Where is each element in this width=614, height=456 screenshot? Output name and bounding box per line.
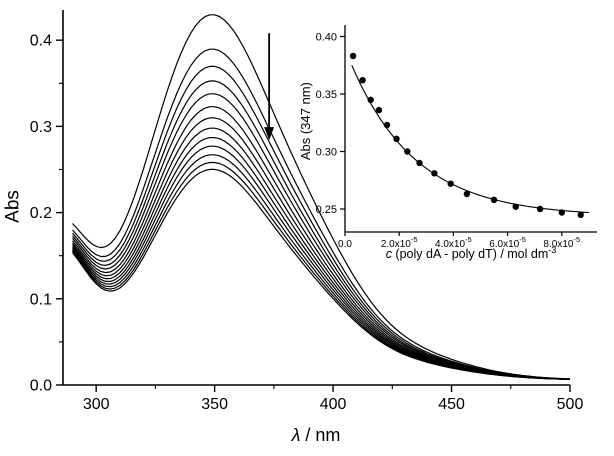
svg-text:0.0: 0.0 [30, 378, 52, 395]
inset-x-axis-text: (poly dA - poly dT) / mol dm [391, 247, 549, 262]
svg-text:300: 300 [83, 396, 110, 413]
svg-text:0.40: 0.40 [316, 32, 337, 44]
lambda-symbol: λ [291, 425, 301, 445]
inset-x-axis-exponent: -3 [548, 245, 557, 255]
svg-text:0.1: 0.1 [30, 291, 52, 308]
svg-text:0.25: 0.25 [316, 204, 337, 216]
main-x-axis-label: λ / nm [266, 425, 366, 446]
inset-y-axis-label: Abs (347 nm) [297, 82, 313, 161]
main-y-axis-label: Abs [2, 190, 24, 223]
main-x-axis-unit: / nm [300, 425, 341, 445]
concentration-symbol: c [385, 247, 392, 262]
svg-text:2.0x10-5: 2.0x10-5 [381, 235, 418, 250]
svg-text:0.30: 0.30 [316, 147, 337, 159]
svg-text:450: 450 [438, 396, 465, 413]
svg-text:8.0x10-5: 8.0x10-5 [543, 235, 580, 250]
svg-text:0.4: 0.4 [30, 33, 52, 50]
svg-text:500: 500 [557, 396, 584, 413]
svg-text:6.0x10-5: 6.0x10-5 [489, 235, 526, 250]
svg-text:0.0: 0.0 [338, 239, 352, 250]
svg-text:0.3: 0.3 [30, 119, 52, 136]
svg-text:4.0x10-5: 4.0x10-5 [435, 235, 472, 250]
inset-x-axis-label: c (poly dA - poly dT) / mol dm-3 [346, 245, 596, 262]
svg-text:0.35: 0.35 [316, 89, 337, 101]
svg-text:350: 350 [201, 396, 228, 413]
svg-text:0.2: 0.2 [30, 205, 52, 222]
svg-text:400: 400 [320, 396, 347, 413]
